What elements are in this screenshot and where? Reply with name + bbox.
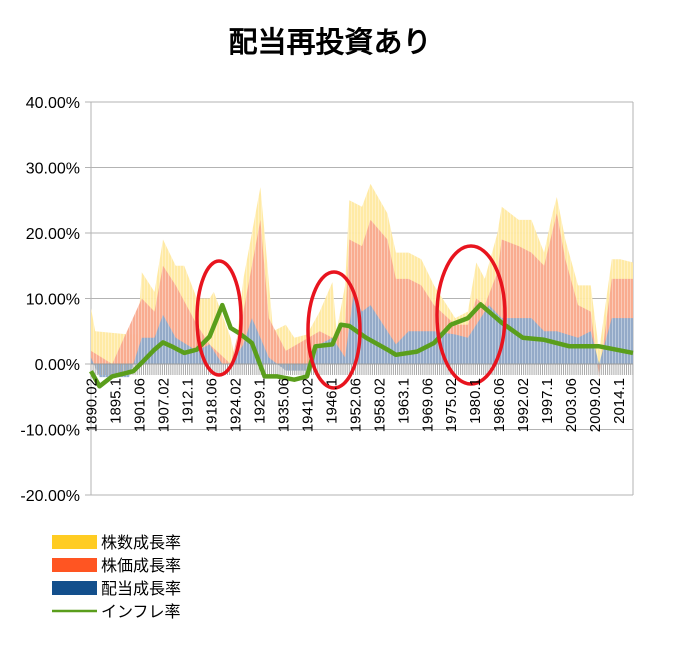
x-tick-label: 1986.06: [491, 378, 508, 432]
annotation-circle-1920: [195, 259, 243, 377]
x-tick-label: 1918.06: [203, 378, 220, 432]
annotation-circle-1980: [435, 244, 507, 386]
y-tick-label: 40.00%: [26, 95, 80, 112]
legend-label: 配当成長率: [101, 579, 181, 598]
x-tick-label: 1890.02: [83, 378, 100, 432]
lines: [89, 302, 634, 389]
x-tick-label: 1929.1: [251, 378, 268, 424]
y-tick-label: -10.00%: [20, 423, 80, 440]
x-tick-label: 1952.06: [347, 378, 364, 432]
x-tick-label: 2014.1: [611, 378, 628, 424]
x-tick-label: 1958.02: [371, 378, 388, 432]
x-tick-label: 1969.06: [419, 378, 436, 432]
y-tick-label: 20.00%: [26, 226, 80, 243]
x-tick-label: 1901.06: [131, 378, 148, 432]
x-tick-label: 1895.1: [107, 378, 124, 424]
x-tick-label: 2003.06: [563, 378, 580, 432]
x-tick-label: 1975.02: [443, 378, 460, 432]
x-tick-label: 1997.1: [539, 378, 556, 424]
x-tick-label: 1963.1: [395, 378, 412, 424]
chart-title: 配当再投資あり: [228, 25, 431, 59]
legend-swatch: [52, 558, 97, 572]
x-tick-label: 1946.1: [323, 378, 340, 424]
x-tick-label: 1941.02: [299, 378, 316, 432]
x-tick-label: 1924.02: [227, 378, 244, 432]
x-tick-label: 1935.06: [275, 378, 292, 432]
x-tick-label: 2009.02: [587, 378, 604, 432]
x-axis: 1890.02 1895.1 1901.06 1907.02 1912.1 1918.06…: [83, 378, 628, 432]
x-tick-label: 1992.02: [515, 378, 532, 432]
x-tick-label: 1912.1: [179, 378, 196, 424]
y-tick-label: -20.00%: [20, 488, 80, 505]
legend-label: 株数成長率: [101, 533, 181, 552]
legend-label: インフレ率: [101, 602, 181, 621]
annotation-circles: [195, 244, 507, 390]
y-tick-label: 30.00%: [26, 161, 80, 178]
x-tick-label: 1907.02: [155, 378, 172, 432]
x-minor-ticks: [90, 363, 634, 375]
y-tick-label: 10.00%: [26, 292, 80, 309]
x-tick-label: 1980.1: [467, 378, 484, 424]
legend-label: 株価成長率: [101, 556, 181, 575]
y-axis: -20.00% -10.00% 0.00% 10.00% 20.00% 30.00% 40.…: [20, 95, 80, 505]
y-tick-label: 0.00%: [35, 357, 80, 374]
legend-swatch: [52, 535, 97, 549]
line-series-3: [89, 302, 634, 389]
legend-swatch: [52, 581, 97, 595]
annotation-circle-1948: [306, 270, 362, 390]
